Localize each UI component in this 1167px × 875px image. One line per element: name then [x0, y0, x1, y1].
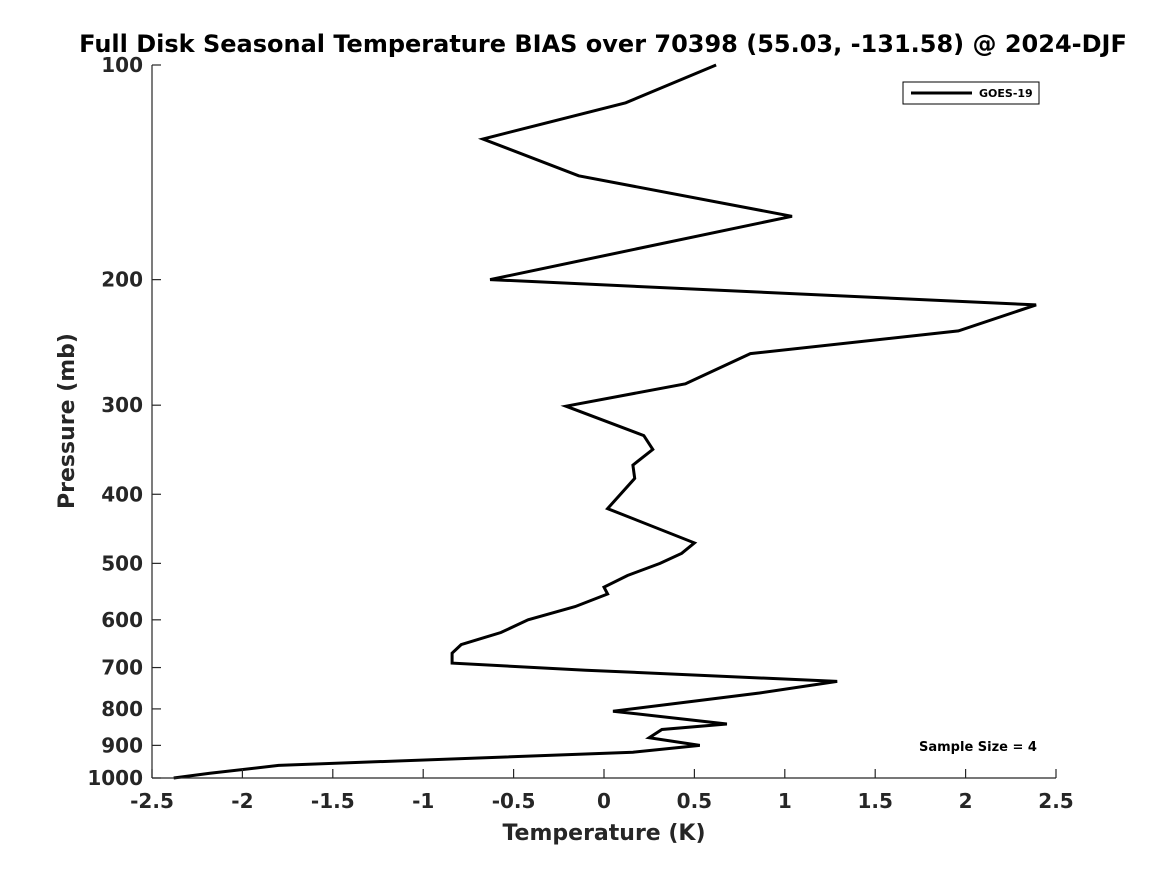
legend: GOES-19 [902, 81, 1040, 105]
x-tick-label: -0.5 [492, 789, 536, 813]
x-tick-label: 2.5 [1038, 789, 1073, 813]
chart-title: Full Disk Seasonal Temperature BIAS over… [79, 30, 1127, 58]
y-tick-label: 600 [101, 608, 143, 632]
y-tick-label: 500 [101, 551, 143, 575]
y-tick-label: 900 [101, 733, 143, 757]
x-tick-label: -1 [412, 789, 434, 813]
x-tick-label: 0 [597, 789, 611, 813]
y-axis-label: Pressure (mb) [55, 333, 80, 509]
series-line-goes-19 [173, 63, 1037, 780]
x-tick-label: 0.5 [677, 789, 712, 813]
y-tick-label: 1000 [87, 766, 143, 790]
x-tick-label: 1.5 [857, 789, 892, 813]
y-tick-label: 200 [101, 268, 143, 292]
y-tick-label: 800 [101, 697, 143, 721]
legend-label: GOES-19 [979, 87, 1033, 100]
y-tick-label: 400 [101, 482, 143, 506]
x-tick-label: -2 [231, 789, 253, 813]
x-tick-label: -2.5 [130, 789, 174, 813]
x-axis-label: Temperature (K) [502, 821, 705, 846]
y-axis: 100 200 300 400 500 600 700 800 900 1000 [87, 53, 161, 790]
plot-area [173, 63, 1037, 780]
x-axis: -2.5 -2 -1.5 -1 -0.5 0 0.5 1 1.5 2 2.5 [130, 769, 1074, 813]
sample-size-annotation: Sample Size = 4 [919, 740, 1037, 755]
x-tick-label: -1.5 [311, 789, 355, 813]
y-tick-label: 300 [101, 393, 143, 417]
x-tick-label: 2 [959, 789, 973, 813]
y-tick-label: 700 [101, 656, 143, 680]
x-tick-label: 1 [778, 789, 792, 813]
y-tick-label: 100 [101, 53, 143, 77]
